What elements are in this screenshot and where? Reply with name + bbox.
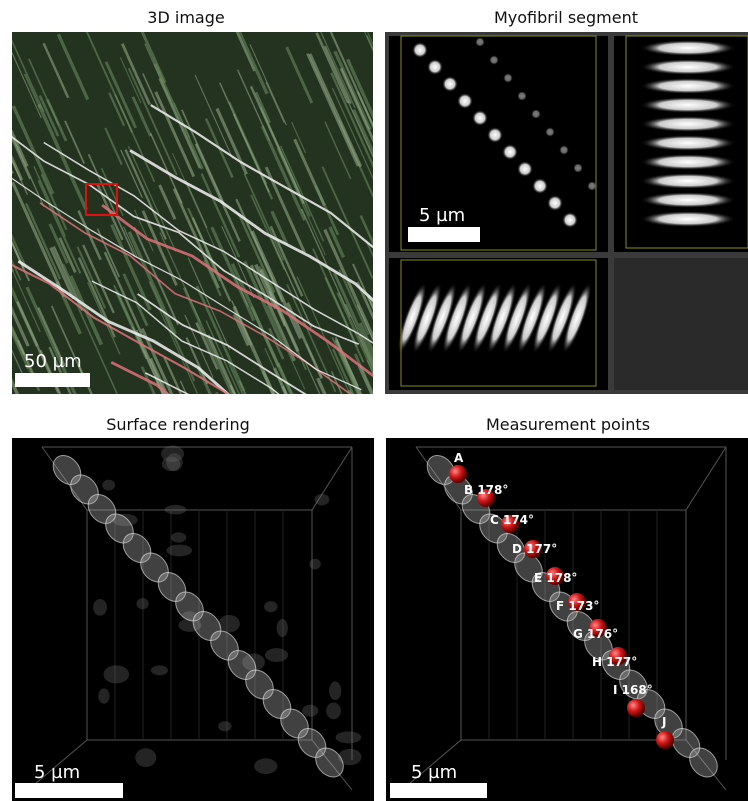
scale-bar-label: 5 µm [411,762,457,783]
background-blob [98,688,109,703]
empty-view [614,258,748,390]
scale-bar [15,783,123,798]
measurement-point [627,699,645,717]
background-blob [265,648,288,662]
background-blob [102,480,115,491]
fiber [0,45,2,84]
sarcomere [442,76,458,92]
sarcomere [487,127,503,143]
sarcomere [472,110,488,126]
background-blob [309,559,320,570]
background-blob [219,615,240,632]
background-blob [103,665,129,683]
sarcomere-side [640,97,736,113]
point-label: E 178° [534,571,577,585]
measurement-point [656,731,674,749]
scale-bar-label: 5 µm [419,205,465,226]
point-label: G 176° [573,627,618,641]
fiber [370,394,386,429]
sarcomere [573,163,583,173]
panel-title: Myofibril segment [494,8,638,27]
fiber [0,102,13,173]
sarcomere [502,144,518,160]
scale-bar [390,783,487,798]
fiber [283,387,306,438]
fiber [295,393,311,430]
sarcomere [427,59,443,75]
fiber [0,278,3,314]
sarcomere-side [640,135,736,151]
point-label: H 177° [592,655,637,669]
page: 3D image Myofibril segment Surface rende… [0,0,748,801]
sarcomere [457,93,473,109]
background-blob [166,545,192,557]
sarcomere [545,127,555,137]
background-blob [166,453,182,471]
point-label: C 174° [490,513,534,527]
background-blob [151,665,168,675]
fiber [0,66,4,103]
background-blob [93,599,107,616]
sarcomere [547,195,563,211]
panel-title: Surface rendering [106,415,250,434]
sarcomere [517,161,533,177]
sarcomere [503,73,513,83]
point-label: F 173° [556,599,599,613]
scale-bar [15,373,90,387]
sarcomere-side [640,154,736,170]
point-label: D 177° [512,542,557,556]
sarcomere [531,109,541,119]
sarcomere-side [640,59,736,75]
point-label: B 178° [464,483,508,497]
sarcomere-side [640,173,736,189]
sarcomere [562,212,578,228]
sarcomere-side [640,78,736,94]
sarcomere-side [640,211,736,227]
sarcomere [475,37,485,47]
background-blob [336,731,362,743]
sarcomere-side [640,116,736,132]
background-blob [326,702,341,719]
point-label: J [661,715,666,729]
scale-bar-label: 5 µm [34,762,80,783]
fiber [0,210,13,272]
background-blob [329,682,341,701]
point-label: I 168° [613,683,653,697]
scale-bar-label: 50 µm [24,351,82,372]
background-blob [136,598,148,609]
background-blob [218,721,231,731]
fiber [0,14,4,81]
sarcomere [559,145,569,155]
fiber [0,348,2,388]
background-blob [315,494,330,506]
background-blob [254,758,277,774]
panel-title: 3D image [147,8,224,27]
point-label: A [454,451,464,465]
background-blob [165,505,187,515]
background-blob [171,532,186,542]
sarcomere [532,178,548,194]
panel-title: Measurement points [486,415,650,434]
background-blob [264,601,277,612]
sarcomere-side [640,192,736,208]
sarcomere [517,91,527,101]
figure: 3D image Myofibril segment Surface rende… [0,0,748,801]
background-blob [135,748,156,767]
background-blob [277,619,288,637]
sarcomere [489,55,499,65]
sarcomere-side [640,40,736,56]
sarcomere [412,42,428,58]
background-blob [302,705,318,717]
measurement-point [449,465,467,483]
scale-bar [408,227,480,242]
